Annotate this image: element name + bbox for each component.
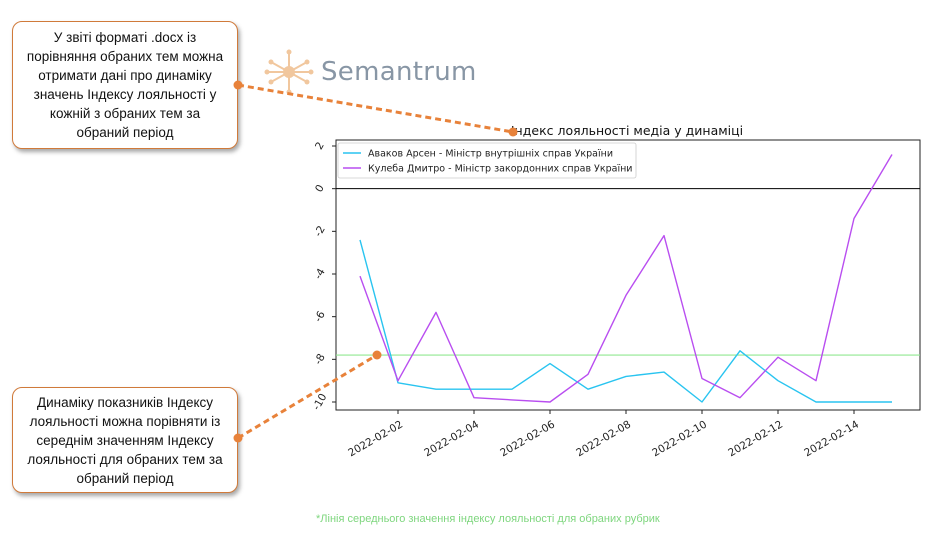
network-star-icon xyxy=(264,49,314,95)
mean-line-footnote: *Лінія середнього значення індексу лояль… xyxy=(316,513,660,525)
x-axis-ticks: 2022-02-02 2022-02-04 2022-02-06 2022-02-08… xyxy=(346,410,861,459)
callout-docx-export: У звіті форматі .docx із порівняння обра… xyxy=(12,21,238,149)
legend-label: Кулеба Дмитро - Міністр закордонних спра… xyxy=(368,164,632,175)
legend-box xyxy=(337,142,637,179)
series-line-2 xyxy=(359,154,893,403)
x-tick-label: 2022-02-12 xyxy=(726,418,785,459)
x-tick-label: 2022-02-14 xyxy=(802,418,861,459)
y-tick-label: -6 xyxy=(312,309,328,324)
x-tick-label: 2022-02-02 xyxy=(346,418,405,459)
brand-name: Semantrum xyxy=(321,57,477,87)
x-tick-label: 2022-02-10 xyxy=(650,418,709,459)
y-tick-label: 0 xyxy=(313,183,327,195)
callout-mean-comparison: Динаміку показників Індексу лояльності м… xyxy=(12,387,238,493)
y-axis-ticks: 2 0 -2 -4 -6 -8 -10 xyxy=(311,140,336,412)
x-tick-label: 2022-02-06 xyxy=(498,418,557,459)
callout-text: У звіті форматі .docx із порівняння обра… xyxy=(26,30,224,140)
series-lines xyxy=(359,154,893,403)
chart-title: Індекс лояльності медіа у динаміці xyxy=(511,123,743,138)
y-tick-label: -10 xyxy=(311,392,330,413)
plot-frame xyxy=(335,139,921,411)
y-tick-label: 2 xyxy=(313,140,327,152)
x-tick-label: 2022-02-04 xyxy=(422,418,481,459)
y-tick-label: -4 xyxy=(312,266,328,281)
legend-label: Аваков Арсен - Міністр внутрішніх справ … xyxy=(368,149,613,160)
y-tick-label: -2 xyxy=(312,224,328,239)
semantrum-logo: Semantrum xyxy=(263,48,477,96)
series-line-1 xyxy=(359,239,892,403)
chart-legend: Аваков Арсен - Міністр внутрішніх справ … xyxy=(337,142,637,179)
reference-lines xyxy=(336,188,920,356)
y-tick-label: -8 xyxy=(312,352,328,367)
x-tick-label: 2022-02-08 xyxy=(574,418,633,459)
callout-text: Динаміку показників Індексу лояльності м… xyxy=(27,394,223,486)
